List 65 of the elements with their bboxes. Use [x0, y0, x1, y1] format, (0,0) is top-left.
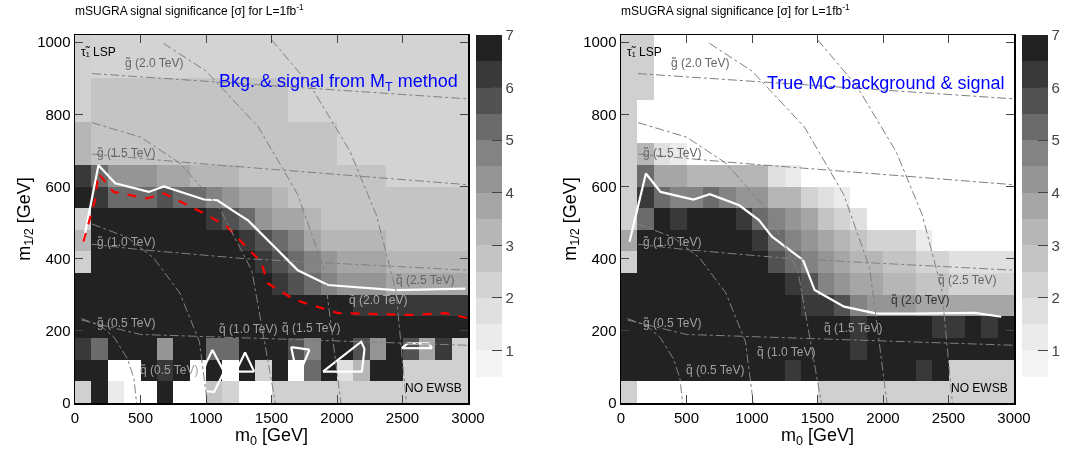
chart-title: mSUGRA signal significance [σ] for L=1fb$^{-1}$ — [75, 2, 304, 19]
annotation: q̃ (1.0 TeV) — [757, 345, 816, 359]
y-tick-label: 600 — [591, 177, 617, 195]
annotation: NO EWSB — [951, 381, 1008, 395]
color-bar-label: 4 — [1051, 183, 1060, 201]
y-tick-label: 400 — [591, 249, 617, 267]
color-bar-label: 3 — [1051, 236, 1060, 254]
annotation: g̃ (1.5 TeV) — [97, 146, 156, 160]
x-tick-label: 1000 — [735, 408, 769, 426]
y-tick-label: 0 — [608, 394, 617, 412]
x-tick-label: 3000 — [997, 408, 1031, 426]
annotation: q̃ (1.5 TeV) — [824, 321, 883, 335]
color-bar-label: 6 — [1051, 78, 1060, 96]
annotation: q̃ (1.5 TeV) — [282, 321, 341, 335]
y-tick-label: 1000 — [37, 33, 71, 51]
color-bar-label: 5 — [1051, 131, 1060, 149]
y-tick-label: 600 — [45, 177, 71, 195]
color-bar-label: 7 — [505, 26, 514, 44]
chart-title: mSUGRA signal significance [σ] for L=1fb$^{-1}$ — [621, 2, 850, 19]
y-tick-label: 200 — [591, 322, 617, 340]
y-tick-label: 800 — [591, 105, 617, 123]
x-tick-label: 2000 — [320, 408, 354, 426]
annotation: True MC background & signal — [767, 73, 1005, 93]
annotation: q̃ (0.5 TeV) — [686, 363, 745, 377]
annotation: g̃ (1.0 TeV) — [97, 235, 156, 249]
color-bar-label: 3 — [505, 236, 514, 254]
color-bar-label: 2 — [505, 289, 514, 307]
x-tick-label: 2500 — [931, 408, 966, 426]
color-bar-label: 5 — [505, 131, 514, 149]
annotation: g̃ (1.5 TeV) — [643, 146, 702, 160]
annotation: q̃ (2.5 TeV) — [396, 273, 455, 287]
y-tick-label: 400 — [45, 249, 71, 267]
annotation: q̃ (1.0 TeV) — [219, 322, 278, 336]
annotation: Bkg. & signal from M$_{T}$ method — [219, 71, 458, 94]
color-bar-label: 1 — [1051, 341, 1060, 359]
color-bar-label: 7 — [1051, 26, 1060, 44]
x-axis-title: m$_{0}$ [GeV] — [234, 425, 309, 449]
x-tick-label: 1500 — [254, 408, 289, 426]
color-bar-label: 1 — [505, 341, 514, 359]
annotation: g̃ (2.0 TeV) — [671, 56, 730, 70]
x-tick-label: 500 — [673, 408, 700, 426]
annotation: q̃ (2.5 TeV) — [938, 273, 997, 287]
annotation: τ̃₁ LSP — [81, 45, 116, 59]
x-tick-label: 2500 — [385, 408, 420, 426]
annotation: g̃ (0.5 TeV) — [97, 316, 156, 330]
annotation: τ̃₁ LSP — [627, 45, 662, 59]
y-tick-label: 0 — [62, 394, 71, 412]
x-tick-label: 3000 — [451, 408, 485, 426]
y-tick-label: 1000 — [583, 33, 617, 51]
annotation: g̃ (0.5 TeV) — [643, 316, 702, 330]
y-tick-label: 800 — [45, 105, 71, 123]
x-tick-label: 1000 — [189, 408, 223, 426]
color-bar-label: 2 — [1051, 289, 1060, 307]
color-bar-label: 6 — [505, 78, 514, 96]
y-tick-label: 200 — [45, 322, 71, 340]
x-tick-label: 1500 — [800, 408, 835, 426]
color-bar-label: 4 — [505, 183, 514, 201]
annotation: g̃ (2.0 TeV) — [125, 56, 184, 70]
annotation: NO EWSB — [405, 381, 462, 395]
x-axis-title: m$_{0}$ [GeV] — [780, 425, 855, 449]
annotation: g̃ (1.0 TeV) — [643, 235, 702, 249]
x-tick-label: 500 — [127, 408, 154, 426]
annotation: q̃ (2.0 TeV) — [349, 293, 408, 307]
x-tick-label: 2000 — [866, 408, 900, 426]
annotation: q̃ (2.0 TeV) — [891, 293, 950, 307]
